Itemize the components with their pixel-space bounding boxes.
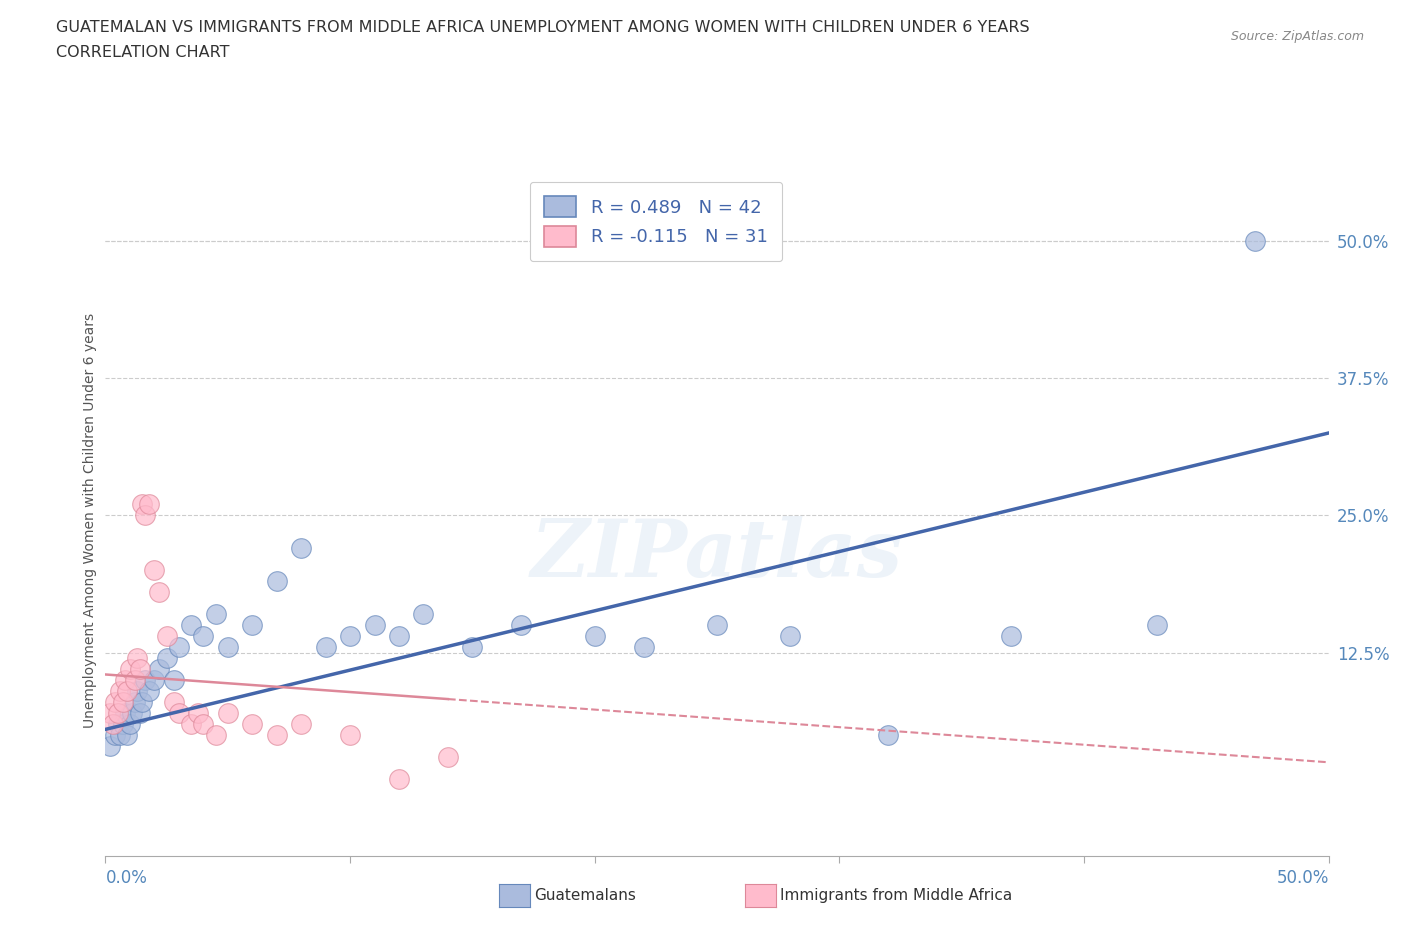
Point [118, 661, 141, 676]
Point [101, 716, 124, 731]
Point [877, 727, 900, 742]
Point [114, 706, 136, 721]
Point [290, 541, 312, 556]
Point [143, 563, 166, 578]
Point [163, 695, 186, 710]
Point [193, 716, 215, 731]
Y-axis label: Unemployment Among Women with Children Under 6 years: Unemployment Among Women with Children U… [83, 313, 97, 728]
Point [779, 629, 801, 644]
Point [633, 640, 655, 655]
Point [388, 629, 411, 644]
Point [180, 618, 202, 632]
Point [217, 706, 239, 721]
Point [339, 727, 361, 742]
Point [128, 706, 150, 721]
Point [163, 672, 186, 687]
Point [148, 661, 170, 676]
Text: ZIPatlas: ZIPatlas [531, 515, 903, 593]
Point [1244, 233, 1267, 248]
Point [240, 618, 263, 632]
Point [128, 661, 150, 676]
Point [134, 508, 156, 523]
Point [107, 706, 129, 721]
Point [315, 640, 337, 655]
Text: Source: ZipAtlas.com: Source: ZipAtlas.com [1230, 30, 1364, 43]
Point [111, 695, 134, 710]
Legend: R = 0.489   N = 42, R = -0.115   N = 31: R = 0.489 N = 42, R = -0.115 N = 31 [530, 181, 782, 261]
Point [117, 727, 139, 742]
Point [111, 716, 134, 731]
Point [143, 672, 166, 687]
Point [108, 684, 131, 698]
Text: 50.0%: 50.0% [1277, 869, 1329, 887]
Point [104, 695, 127, 710]
Point [339, 629, 361, 644]
Point [1000, 629, 1022, 644]
Text: Immigrants from Middle Africa: Immigrants from Middle Africa [780, 888, 1012, 903]
Point [98, 738, 121, 753]
Text: CORRELATION CHART: CORRELATION CHART [56, 45, 229, 60]
Point [134, 672, 156, 687]
Point [706, 618, 728, 632]
Point [127, 684, 149, 698]
Point [127, 651, 149, 666]
Point [118, 716, 141, 731]
Point [437, 750, 460, 764]
Point [155, 651, 177, 666]
Point [290, 716, 312, 731]
Point [266, 727, 288, 742]
Point [412, 606, 434, 621]
Point [461, 640, 484, 655]
Point [131, 497, 153, 512]
Point [148, 585, 170, 600]
Point [155, 629, 177, 644]
Point [240, 716, 263, 731]
Point [217, 640, 239, 655]
Point [510, 618, 533, 632]
Text: Guatemalans: Guatemalans [534, 888, 636, 903]
Point [204, 606, 226, 621]
Point [138, 684, 160, 698]
Text: 0.0%: 0.0% [105, 869, 148, 887]
Point [187, 706, 209, 721]
Point [167, 640, 190, 655]
Point [363, 618, 385, 632]
Point [114, 672, 136, 687]
Point [124, 695, 146, 710]
Point [98, 706, 121, 721]
Point [117, 684, 139, 698]
Point [1146, 618, 1168, 632]
Point [104, 727, 127, 742]
Point [167, 706, 190, 721]
Text: GUATEMALAN VS IMMIGRANTS FROM MIDDLE AFRICA UNEMPLOYMENT AMONG WOMEN WITH CHILDR: GUATEMALAN VS IMMIGRANTS FROM MIDDLE AFR… [56, 20, 1029, 35]
Point [124, 672, 146, 687]
Point [121, 706, 143, 721]
Point [138, 497, 160, 512]
Point [204, 727, 226, 742]
Point [107, 716, 129, 731]
Point [131, 695, 153, 710]
Point [266, 574, 288, 589]
Point [193, 629, 215, 644]
Point [583, 629, 606, 644]
Point [388, 771, 411, 786]
Point [108, 727, 131, 742]
Point [180, 716, 202, 731]
